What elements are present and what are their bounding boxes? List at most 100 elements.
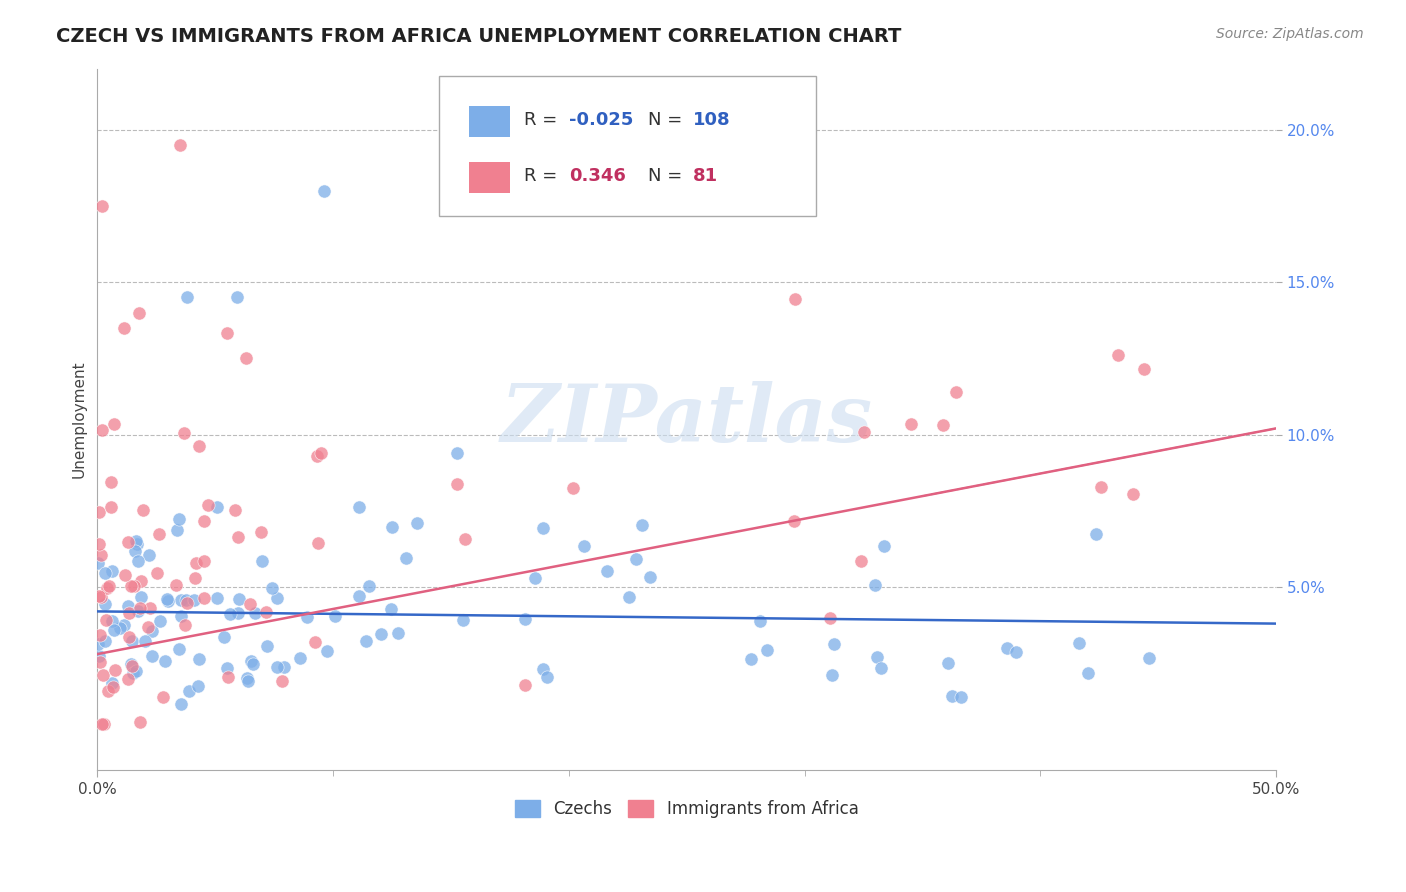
Point bbox=[395, 550, 418, 565]
Point bbox=[128, 305, 150, 319]
Point bbox=[112, 618, 135, 632]
Point bbox=[156, 591, 179, 606]
Point bbox=[121, 659, 143, 673]
Point bbox=[536, 670, 558, 684]
Point bbox=[103, 663, 125, 677]
Text: R =: R = bbox=[524, 167, 557, 185]
Text: 0.346: 0.346 bbox=[569, 167, 626, 185]
Point bbox=[311, 445, 333, 459]
Point bbox=[406, 516, 429, 530]
Point bbox=[117, 672, 139, 686]
Point bbox=[900, 417, 922, 431]
Point bbox=[305, 449, 328, 463]
Point bbox=[170, 593, 193, 607]
Point bbox=[785, 292, 807, 306]
Point bbox=[347, 589, 370, 603]
Point bbox=[127, 537, 149, 551]
Point bbox=[174, 593, 197, 607]
Point bbox=[820, 611, 842, 625]
Point bbox=[97, 579, 120, 593]
Point bbox=[188, 651, 211, 665]
Point bbox=[941, 689, 963, 703]
Point bbox=[93, 717, 115, 731]
Point bbox=[254, 605, 277, 619]
Point bbox=[215, 660, 238, 674]
Point bbox=[357, 578, 380, 592]
Point bbox=[174, 618, 197, 632]
Point bbox=[226, 530, 249, 544]
Point bbox=[129, 574, 152, 588]
Point bbox=[387, 625, 409, 640]
Point bbox=[89, 505, 111, 519]
Text: 108: 108 bbox=[693, 111, 730, 128]
Point bbox=[1090, 480, 1112, 494]
Point bbox=[250, 524, 273, 539]
Point bbox=[100, 675, 122, 690]
Point bbox=[89, 655, 111, 669]
Point bbox=[307, 535, 329, 549]
Text: CZECH VS IMMIGRANTS FROM AFRICA UNEMPLOYMENT CORRELATION CHART: CZECH VS IMMIGRANTS FROM AFRICA UNEMPLOY… bbox=[56, 27, 901, 45]
Point bbox=[849, 554, 872, 568]
Point bbox=[242, 657, 264, 671]
Point bbox=[187, 439, 209, 453]
Point bbox=[515, 612, 537, 626]
Point bbox=[127, 604, 149, 618]
Point bbox=[235, 351, 257, 366]
Point bbox=[157, 594, 180, 608]
Point bbox=[87, 637, 110, 651]
Point bbox=[122, 579, 145, 593]
Point bbox=[193, 514, 215, 528]
Point bbox=[100, 500, 122, 515]
FancyBboxPatch shape bbox=[439, 76, 817, 216]
Point bbox=[1107, 348, 1129, 362]
Point bbox=[288, 651, 311, 665]
Point bbox=[183, 571, 205, 585]
Point bbox=[454, 533, 477, 547]
Point bbox=[87, 556, 110, 570]
Point bbox=[170, 609, 193, 624]
Point bbox=[176, 290, 198, 304]
Point bbox=[138, 620, 160, 634]
Point bbox=[173, 426, 195, 441]
Point bbox=[193, 591, 215, 605]
Point bbox=[217, 670, 239, 684]
Point bbox=[756, 643, 779, 657]
Point bbox=[177, 683, 200, 698]
Point bbox=[134, 634, 156, 648]
Point bbox=[381, 520, 404, 534]
Point bbox=[239, 597, 262, 611]
Text: R =: R = bbox=[524, 111, 557, 128]
Point bbox=[624, 551, 647, 566]
Point bbox=[91, 717, 114, 731]
Point bbox=[572, 539, 595, 553]
Point bbox=[169, 642, 191, 657]
Point bbox=[90, 548, 112, 562]
Point bbox=[205, 500, 228, 515]
Point bbox=[219, 607, 242, 621]
Point bbox=[273, 660, 295, 674]
Point bbox=[631, 517, 654, 532]
Point bbox=[100, 615, 122, 629]
Point bbox=[118, 630, 141, 644]
Point bbox=[640, 570, 662, 584]
Point bbox=[127, 554, 149, 568]
Point bbox=[239, 654, 262, 668]
Point bbox=[141, 624, 163, 638]
Point bbox=[94, 566, 117, 581]
Point bbox=[138, 549, 160, 563]
Text: ZIPatlas: ZIPatlas bbox=[501, 381, 873, 458]
Point bbox=[183, 592, 205, 607]
Point bbox=[197, 498, 219, 512]
Point bbox=[297, 609, 319, 624]
Point bbox=[370, 627, 392, 641]
Point bbox=[356, 634, 378, 648]
Text: Source: ZipAtlas.com: Source: ZipAtlas.com bbox=[1216, 27, 1364, 41]
Point bbox=[1067, 636, 1090, 650]
Point bbox=[89, 648, 111, 663]
Point bbox=[96, 613, 118, 627]
Point bbox=[205, 591, 228, 606]
Point bbox=[169, 137, 191, 152]
Point bbox=[226, 607, 249, 621]
Point bbox=[852, 425, 875, 439]
Point bbox=[224, 503, 246, 517]
